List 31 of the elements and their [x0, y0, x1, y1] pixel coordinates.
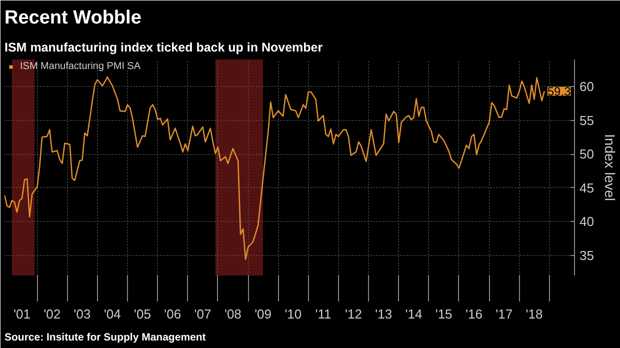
x-tick-label: '04	[104, 306, 121, 322]
x-tick-label: '15	[435, 306, 452, 322]
legend-label: ISM Manufacturing PMI SA	[20, 61, 141, 72]
x-tick-label: '14	[405, 306, 422, 322]
y-tick-label: 55	[580, 112, 594, 128]
y-tick-label: 35	[580, 248, 594, 263]
y-tick-label: 50	[580, 146, 594, 162]
y-tick-label: 60	[580, 79, 594, 94]
annotation: 59.3	[547, 84, 572, 99]
x-tick-label: '13	[375, 306, 392, 322]
chart-title: Recent Wobble	[4, 8, 142, 28]
x-tick-label: '07	[194, 306, 212, 322]
x-tick-label: '16	[466, 306, 482, 322]
x-tick-label: '02	[44, 306, 61, 322]
y-tick-label: 40	[580, 214, 594, 229]
x-tick-label: '03	[74, 306, 91, 322]
line-series	[4, 76, 546, 260]
x-tick-label: '08	[224, 306, 242, 322]
y-axis-title: Index level	[602, 134, 618, 201]
x-tick-label: '12	[345, 306, 362, 322]
x-tick-label: '09	[254, 306, 272, 322]
x-tick-label: '01	[14, 306, 30, 322]
x-tick-label: '18	[526, 306, 543, 322]
source-note: Source: Insitute for Supply Management	[4, 332, 206, 344]
x-tick-label: '10	[284, 306, 302, 322]
x-tick-label: '05	[134, 306, 152, 322]
chart-subtitle: ISM manufacturing index ticked back up in November	[4, 40, 323, 54]
y-tick-label: 45	[580, 180, 594, 196]
x-tick-label: '06	[164, 306, 182, 322]
x-tick-label: '17	[496, 306, 513, 322]
x-tick-label: '11	[315, 306, 332, 322]
